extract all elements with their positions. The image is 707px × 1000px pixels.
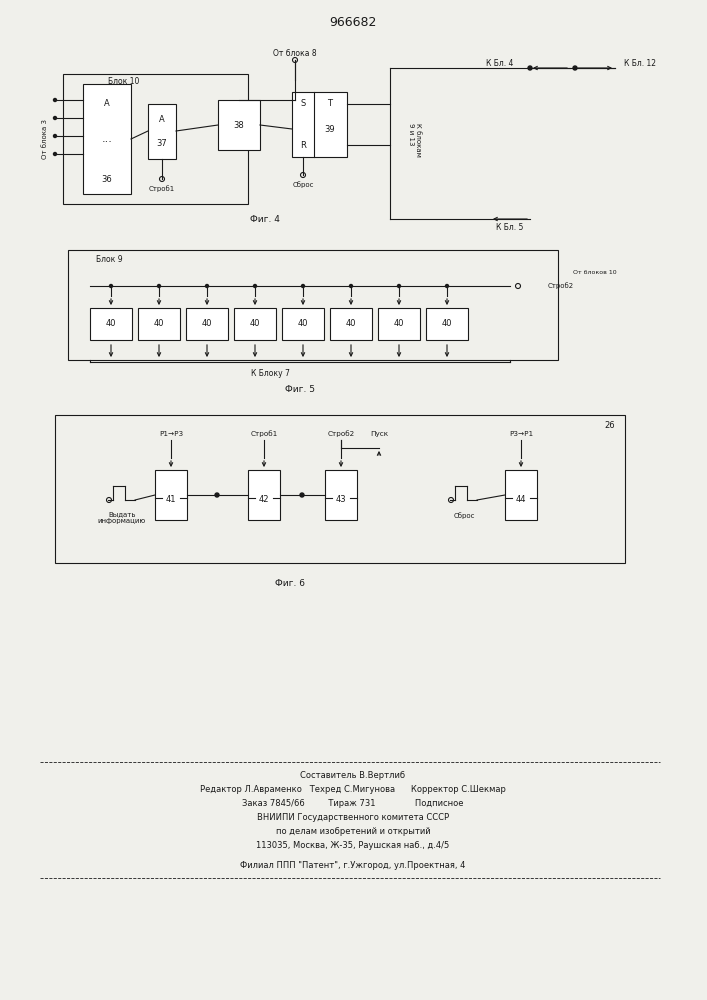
Text: К Бл. 5: К Бл. 5	[496, 223, 524, 232]
Text: по делам изобретений и открытий: по делам изобретений и открытий	[276, 826, 431, 836]
Text: К Бл. 4: К Бл. 4	[486, 58, 514, 68]
Bar	[292, 92, 347, 157]
Text: А: А	[159, 114, 165, 123]
Text: 40: 40	[394, 320, 404, 328]
Bar	[378, 308, 420, 340]
Text: А: А	[104, 100, 110, 108]
Text: 113035, Москва, Ж-35, Раушская наб., д.4/5: 113035, Москва, Ж-35, Раушская наб., д.4…	[257, 840, 450, 850]
Text: Строб1: Строб1	[149, 186, 175, 192]
Circle shape	[293, 98, 297, 102]
Text: Строб1: Строб1	[250, 431, 278, 437]
Text: Фиг. 4: Фиг. 4	[250, 216, 280, 225]
Bar	[90, 308, 132, 340]
Circle shape	[215, 493, 219, 497]
Text: Заказ 7845/66         Тираж 731               Подписное: Заказ 7845/66 Тираж 731 Подписное	[243, 798, 464, 808]
Text: Пуск: Пуск	[370, 431, 388, 437]
Bar	[325, 470, 357, 520]
Text: S: S	[300, 100, 305, 108]
Text: ВНИИПИ Государственного комитета СССР: ВНИИПИ Государственного комитета СССР	[257, 812, 449, 822]
Bar	[55, 415, 625, 563]
Bar	[83, 84, 131, 194]
Text: Блок 9: Блок 9	[96, 255, 122, 264]
Text: R: R	[300, 140, 306, 149]
Text: 40: 40	[153, 320, 164, 328]
Text: Фиг. 6: Фиг. 6	[275, 578, 305, 587]
Bar	[148, 104, 176, 159]
Bar	[234, 308, 276, 340]
Text: К Бл. 12: К Бл. 12	[624, 58, 656, 68]
Bar	[282, 308, 324, 340]
Text: Выдать
информацию: Выдать информацию	[98, 512, 146, 524]
Text: К Блоку 7: К Блоку 7	[250, 369, 289, 378]
Text: Фиг. 5: Фиг. 5	[285, 385, 315, 394]
Text: От блоков 10: От блоков 10	[573, 269, 617, 274]
Text: 966682: 966682	[329, 15, 377, 28]
Circle shape	[54, 116, 57, 119]
Bar	[330, 308, 372, 340]
Text: 40: 40	[298, 320, 308, 328]
Text: От блока 3: От блока 3	[42, 119, 48, 159]
Text: 40: 40	[250, 320, 260, 328]
Bar	[138, 308, 180, 340]
Text: 40: 40	[442, 320, 452, 328]
Circle shape	[54, 152, 57, 155]
Circle shape	[445, 284, 448, 288]
Text: 36: 36	[102, 174, 112, 184]
Text: 39: 39	[325, 124, 335, 133]
Text: 41: 41	[165, 495, 176, 504]
Text: 44: 44	[515, 495, 526, 504]
Bar	[63, 74, 248, 204]
Bar	[505, 470, 537, 520]
Text: Филиал ППП "Патент", г.Ужгород, ул.Проектная, 4: Филиал ППП "Патент", г.Ужгород, ул.Проек…	[240, 860, 466, 869]
Circle shape	[349, 284, 353, 288]
Text: 42: 42	[259, 495, 269, 504]
Text: 40: 40	[346, 320, 356, 328]
Text: 38: 38	[233, 120, 245, 129]
Text: 26: 26	[604, 420, 615, 430]
Circle shape	[300, 493, 304, 497]
Text: 43: 43	[336, 495, 346, 504]
Bar	[155, 470, 187, 520]
Text: T: T	[327, 100, 332, 108]
Circle shape	[397, 284, 400, 288]
Text: Редактор Л.Авраменко   Техред С.Мигунова      Корректор С.Шекмар: Редактор Л.Авраменко Техред С.Мигунова К…	[200, 784, 506, 794]
Text: Сброс: Сброс	[292, 182, 314, 188]
Bar	[248, 470, 280, 520]
Circle shape	[254, 284, 257, 288]
Circle shape	[54, 99, 57, 102]
Text: Р1→Р3: Р1→Р3	[159, 431, 183, 437]
Text: 37: 37	[157, 139, 168, 148]
Bar	[218, 100, 260, 150]
Text: Блок 10: Блок 10	[108, 78, 139, 87]
Circle shape	[528, 66, 532, 70]
Text: Сброс: Сброс	[453, 513, 474, 519]
Circle shape	[54, 134, 57, 137]
Text: ...: ...	[102, 134, 112, 144]
Circle shape	[301, 284, 305, 288]
Text: 40: 40	[106, 320, 116, 328]
Circle shape	[206, 284, 209, 288]
Circle shape	[573, 66, 577, 70]
Text: Р3→Р1: Р3→Р1	[509, 431, 533, 437]
Text: 40: 40	[201, 320, 212, 328]
Text: Составитель В.Вертлиб: Составитель В.Вертлиб	[300, 770, 406, 780]
Bar	[426, 308, 468, 340]
Text: К блокам
9 и 13: К блокам 9 и 13	[408, 123, 421, 157]
Circle shape	[158, 284, 160, 288]
Bar	[186, 308, 228, 340]
Text: Строб2: Строб2	[327, 431, 355, 437]
Text: Строб2: Строб2	[548, 283, 574, 289]
Circle shape	[110, 284, 112, 288]
Bar	[68, 250, 558, 360]
Text: От блока 8: От блока 8	[273, 48, 317, 57]
